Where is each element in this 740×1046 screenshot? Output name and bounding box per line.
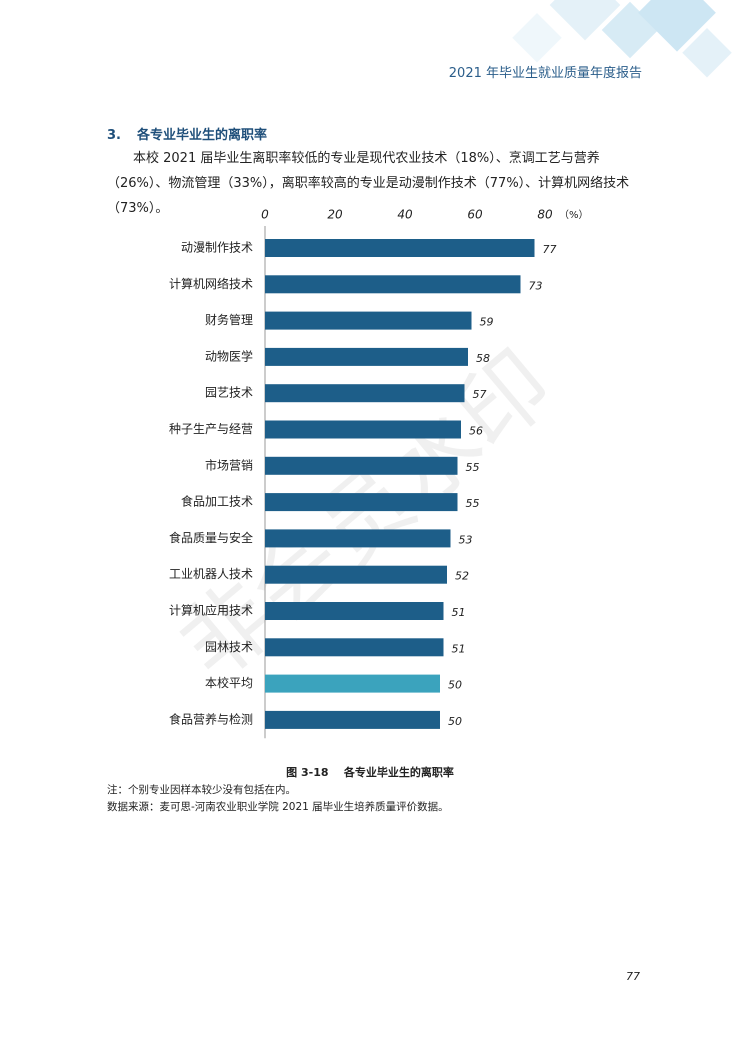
category-label: 园艺技术 <box>205 386 253 400</box>
category-label: 园林技术 <box>205 640 253 654</box>
bar <box>265 239 535 257</box>
value-label: 73 <box>529 279 543 292</box>
x-tick-label: 20 <box>327 208 343 222</box>
value-label: 56 <box>469 425 483 438</box>
value-label: 52 <box>455 570 469 583</box>
bar <box>265 674 440 693</box>
bar <box>265 529 451 548</box>
bar <box>265 565 447 584</box>
category-label: 食品营养与检测 <box>169 711 253 726</box>
category-label: 工业机器人技术 <box>169 567 253 581</box>
value-label: 55 <box>466 461 480 474</box>
value-label: 58 <box>476 352 490 365</box>
page-number: 77 <box>626 970 640 983</box>
figure-caption: 图 3-18 各专业毕业生的离职率 <box>286 766 454 779</box>
value-label: 50 <box>448 679 462 692</box>
category-label: 动物医学 <box>205 348 253 363</box>
paragraph: 本校 2021 届毕业生离职率较低的专业是现代农业技术（18%）、烹调工艺与营养… <box>107 151 630 216</box>
bar <box>265 311 472 330</box>
header-title: 2021 年毕业生就业质量年度报告 <box>448 66 642 81</box>
bar <box>265 638 444 657</box>
value-label: 57 <box>473 388 487 401</box>
category-label: 种子生产与经营 <box>169 422 253 436</box>
bar <box>265 384 465 403</box>
bar <box>265 493 458 512</box>
bar <box>265 602 444 620</box>
section-title: 各专业毕业生的离职率 <box>137 128 268 143</box>
category-label: 市场营销 <box>205 457 253 472</box>
x-unit: （%） <box>559 209 589 221</box>
x-tick-label: 40 <box>397 208 413 222</box>
category-label: 计算机网络技术 <box>169 276 253 291</box>
category-label: 食品质量与安全 <box>169 530 253 545</box>
category-label: 动漫制作技术 <box>181 241 253 255</box>
value-label: 59 <box>480 316 494 329</box>
category-label: 计算机应用技术 <box>169 603 253 618</box>
value-label: 77 <box>543 243 557 256</box>
value-label: 50 <box>448 715 462 728</box>
bar <box>265 420 461 439</box>
value-label: 53 <box>459 533 473 546</box>
category-label: 食品加工技术 <box>181 494 253 509</box>
x-tick-label: 0 <box>261 208 269 222</box>
section-heading: 3. 各专业毕业生的离职率 <box>107 124 267 143</box>
category-label: 财务管理 <box>205 312 253 327</box>
note: 注：个别专业因样本较少没有包括在内。 <box>107 784 296 796</box>
bar <box>265 275 521 294</box>
value-label: 51 <box>452 606 466 619</box>
value-label: 55 <box>466 497 480 510</box>
note: 数据来源：麦可思-河南农业职业学院 2021 届毕业生培养质量评价数据。 <box>107 801 449 813</box>
value-label: 51 <box>452 642 466 655</box>
bar <box>265 456 458 475</box>
category-label: 本校平均 <box>205 675 253 690</box>
x-tick-label: 60 <box>467 208 483 222</box>
bar <box>265 710 440 729</box>
chart: 0 20 40 60 80 （%） 动漫制作技术 77 计算机网络技术 73 财务管理 59 动物医学 5… <box>169 208 589 739</box>
bar <box>265 347 468 366</box>
x-tick-label: 80 <box>537 208 553 222</box>
section-number: 3. <box>107 128 121 143</box>
